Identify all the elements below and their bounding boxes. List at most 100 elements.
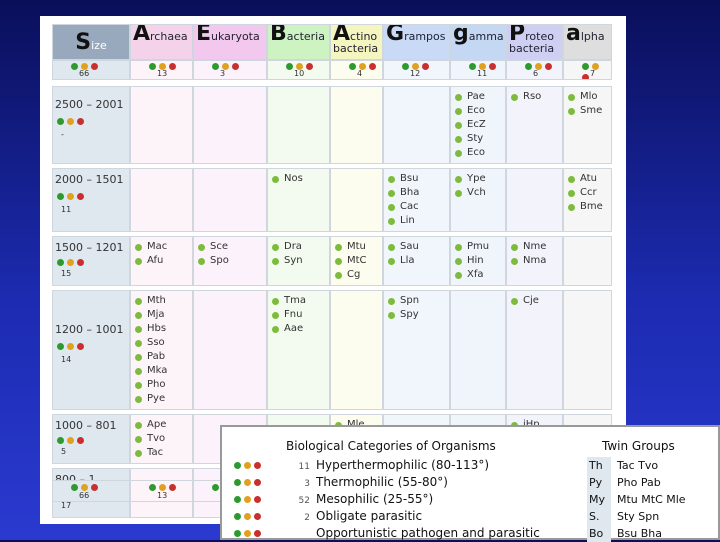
table-cell bbox=[267, 86, 330, 164]
icon bbox=[244, 513, 251, 520]
count-cell: 7 bbox=[563, 60, 612, 80]
range: 1500 – 1201 bbox=[55, 241, 124, 254]
icon bbox=[254, 479, 261, 486]
table-cell bbox=[130, 86, 193, 164]
organism: Tma bbox=[268, 294, 329, 308]
icon bbox=[412, 62, 419, 70]
row-count: 14 bbox=[61, 355, 72, 364]
twin-title: Twin Groups bbox=[602, 439, 675, 453]
twin-members: Sty Spn bbox=[617, 510, 660, 523]
status-icons bbox=[149, 61, 179, 72]
icon bbox=[254, 513, 261, 520]
category-label: Hyperthermophilic (80-113°) bbox=[316, 458, 490, 472]
table-cell bbox=[563, 290, 612, 410]
count: 11 bbox=[477, 69, 488, 78]
twin-members: Bsu Bha bbox=[617, 527, 663, 540]
table-cell: Pmu Hin Xfa bbox=[450, 236, 506, 286]
status-icons bbox=[212, 61, 242, 72]
column-header: Proteo bacteria bbox=[506, 24, 563, 60]
column-header: Eukaryota bbox=[193, 24, 267, 60]
organism: Eco bbox=[451, 146, 505, 160]
organism: Bsu bbox=[384, 172, 449, 186]
table-cell bbox=[193, 86, 267, 164]
table-cell: Spn Spy bbox=[383, 290, 450, 410]
status-icons bbox=[582, 61, 611, 79]
twin-row: Py Pho Pab bbox=[587, 474, 661, 491]
row-count: 17 bbox=[61, 501, 72, 510]
organism: Hbs bbox=[131, 322, 192, 336]
organism: Hin bbox=[451, 254, 505, 268]
count-cell: 4 bbox=[330, 60, 383, 80]
icon bbox=[149, 483, 156, 491]
organism: Pab bbox=[131, 350, 192, 364]
twin-members: Pho Pab bbox=[617, 476, 661, 489]
size-cell: 2500 – 2001 - bbox=[52, 86, 130, 164]
icon bbox=[212, 62, 219, 70]
icon bbox=[77, 436, 84, 444]
icon bbox=[81, 62, 88, 70]
status-icons bbox=[57, 435, 87, 446]
size-cell: 1000 – 801 5 bbox=[52, 414, 130, 464]
icon bbox=[67, 192, 74, 200]
organism: Sce bbox=[194, 240, 266, 254]
icons bbox=[234, 491, 282, 508]
count-cell: 11 bbox=[450, 60, 506, 80]
organism: Pho bbox=[131, 378, 192, 392]
organism: Sso bbox=[131, 336, 192, 350]
table-cell: Mac Afu bbox=[130, 236, 193, 286]
icon bbox=[71, 483, 78, 491]
count: 4 bbox=[357, 69, 363, 78]
size-cell: 1200 – 1001 14 bbox=[52, 290, 130, 410]
column-header: Archaea bbox=[130, 24, 193, 60]
icon bbox=[422, 62, 429, 70]
icon bbox=[57, 436, 64, 444]
icon bbox=[91, 62, 98, 70]
status-icons bbox=[57, 116, 87, 127]
icon bbox=[71, 62, 78, 70]
icon bbox=[81, 483, 88, 491]
column-header: gamma bbox=[450, 24, 506, 60]
row-count: 15 bbox=[61, 269, 72, 278]
organism: MtC bbox=[331, 254, 382, 268]
organism: Afu bbox=[131, 254, 192, 268]
table-cell: Bsu Bha Cac Lin bbox=[383, 168, 450, 232]
organism: Sty bbox=[451, 132, 505, 146]
legend-panel: Biological Categories of Organisms Twin … bbox=[220, 425, 720, 542]
count: 10 bbox=[294, 69, 305, 78]
total-cell: 66 bbox=[52, 480, 130, 502]
organism: Nos bbox=[268, 172, 329, 186]
count-cell: 10 bbox=[267, 60, 330, 80]
icon bbox=[67, 342, 74, 350]
twin-row: My Mtu MtC Mle bbox=[587, 491, 686, 508]
organism: Ape bbox=[131, 418, 192, 432]
status-icons bbox=[286, 61, 316, 72]
status-icons bbox=[525, 61, 555, 72]
organism: Bme bbox=[564, 200, 611, 214]
organism: Mac bbox=[131, 240, 192, 254]
category-label: Obligate parasitic bbox=[316, 509, 423, 523]
organism: Rso bbox=[507, 90, 562, 104]
status-icons bbox=[71, 482, 101, 493]
icons bbox=[234, 457, 282, 474]
category-label: Opportunistic pathogen and parasitic bbox=[316, 526, 540, 540]
organism: Aae bbox=[268, 322, 329, 336]
organism: Tvo bbox=[131, 432, 192, 446]
count: 6 bbox=[533, 69, 539, 78]
organism: Cg bbox=[331, 268, 382, 282]
total-cell: 13 bbox=[130, 480, 193, 502]
organism: Cac bbox=[384, 200, 449, 214]
twin-members: Mtu MtC Mle bbox=[617, 493, 686, 506]
table-cell: Mth Mja Hbs Sso Pab Mka Pho Pye bbox=[130, 290, 193, 410]
icon bbox=[254, 462, 261, 469]
row-count: 5 bbox=[61, 447, 67, 456]
icon bbox=[159, 483, 166, 491]
category-row: 2 Obligate parasitic bbox=[234, 508, 422, 525]
icon bbox=[169, 483, 176, 491]
icon bbox=[359, 62, 366, 70]
organism: EcZ bbox=[451, 118, 505, 132]
icon bbox=[582, 62, 589, 70]
icon bbox=[234, 479, 241, 486]
icon bbox=[592, 62, 599, 70]
count: 66 bbox=[79, 69, 90, 78]
table-cell bbox=[383, 86, 450, 164]
